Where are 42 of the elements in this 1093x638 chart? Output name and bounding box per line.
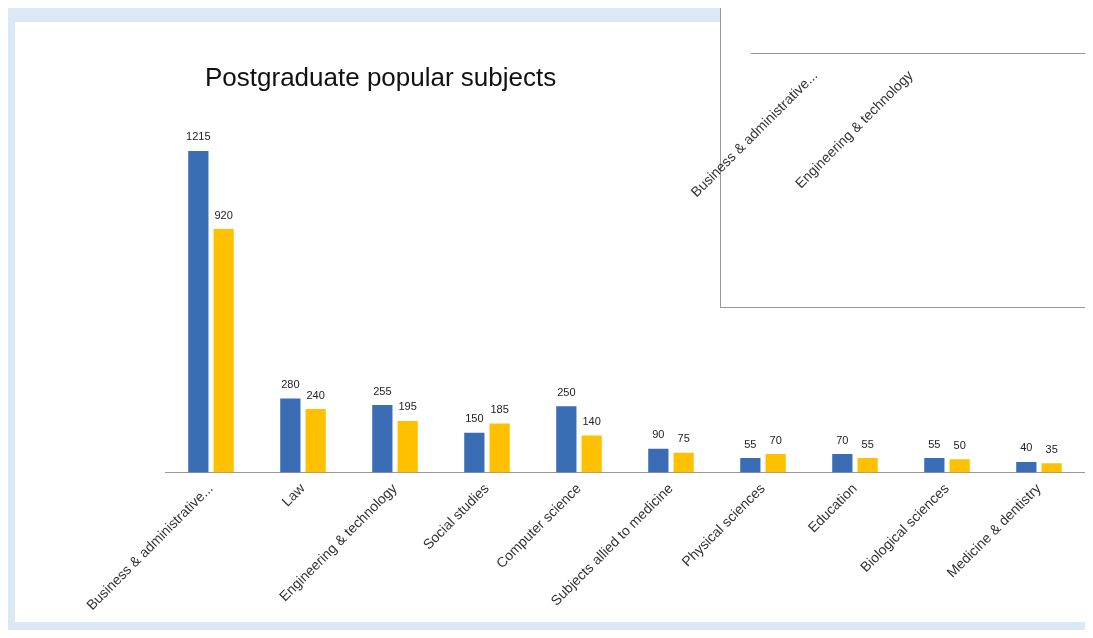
bar <box>740 457 761 473</box>
bar <box>1041 463 1062 473</box>
bar <box>464 432 485 473</box>
bar <box>857 457 878 473</box>
data-label: 920 <box>214 208 233 221</box>
bar <box>280 398 301 473</box>
bar <box>673 452 694 473</box>
data-label: 55 <box>928 437 941 450</box>
data-label: 185 <box>490 403 509 416</box>
bar <box>213 229 234 473</box>
data-label: 150 <box>465 412 484 425</box>
chart-title: Postgraduate popular subjects <box>205 62 557 93</box>
bar <box>832 454 853 473</box>
data-label: 50 <box>953 438 966 451</box>
bar <box>305 409 326 473</box>
data-label: 280 <box>281 377 300 390</box>
data-label: 55 <box>744 437 757 450</box>
bar <box>581 435 602 473</box>
data-label: 55 <box>861 437 874 450</box>
data-label: 90 <box>652 428 665 441</box>
x-tick-label: Law <box>278 479 309 510</box>
bar <box>1016 461 1037 473</box>
bar <box>648 448 669 473</box>
data-label: 195 <box>398 400 417 413</box>
bar <box>949 459 970 473</box>
bar <box>924 457 945 473</box>
bar <box>397 420 418 473</box>
data-label: 70 <box>769 433 782 446</box>
bar <box>372 405 393 473</box>
data-label: 70 <box>836 433 849 446</box>
data-label: 240 <box>306 388 325 401</box>
data-label: 1215 <box>186 130 211 143</box>
data-label: 140 <box>582 415 601 428</box>
bar <box>765 454 786 473</box>
bar <box>556 406 577 473</box>
data-label: 250 <box>557 385 576 398</box>
bar <box>489 423 510 473</box>
bar <box>188 150 209 473</box>
data-label: 255 <box>373 384 392 397</box>
data-label: 75 <box>677 432 690 445</box>
data-label: 40 <box>1020 441 1033 454</box>
data-label: 35 <box>1045 442 1058 455</box>
